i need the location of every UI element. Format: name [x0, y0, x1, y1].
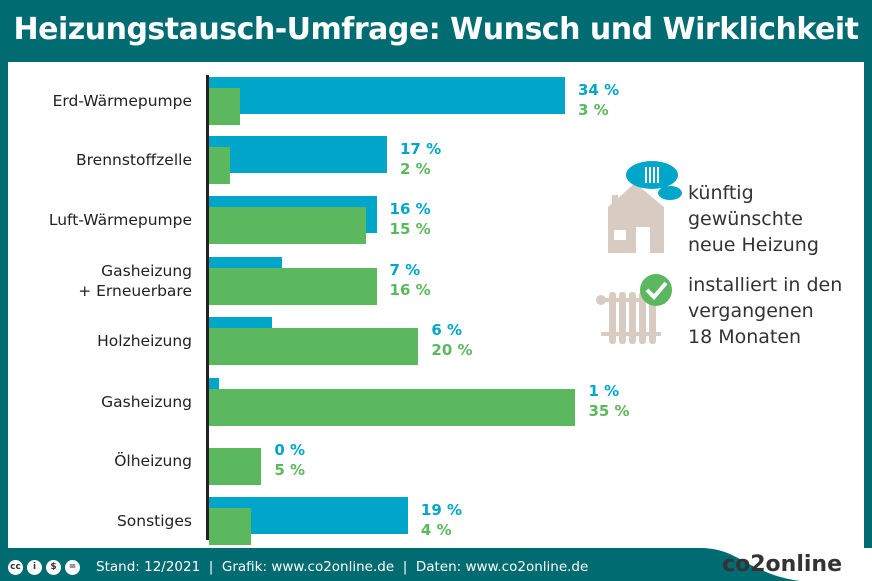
value-label-wish: 1 % [588, 382, 620, 400]
bar-wish [209, 77, 565, 114]
radiator-check-icon [596, 274, 672, 344]
category-label: Ölheizung [114, 452, 192, 470]
co2online-logo: co2online [722, 552, 842, 577]
category-label: Holzheizung [97, 332, 192, 350]
value-label-wish: 7 % [389, 261, 421, 279]
category-label: Luft-Wärmepumpe [48, 211, 192, 229]
y-axis-line [206, 75, 209, 540]
value-label-installed: 15 % [389, 220, 431, 238]
chart-panel [8, 62, 864, 548]
bar-wish [209, 136, 387, 173]
bar-installed [209, 328, 419, 365]
category-label: Erd-Wärmepumpe [52, 92, 192, 110]
category-label: Gasheizung [101, 393, 192, 411]
bar-installed [209, 88, 241, 125]
legend-label-installed: installiert in den vergangenen 18 Monate… [688, 274, 843, 348]
chart-title: Heizungstausch-Umfrage: Wunsch und Wirkl… [13, 12, 859, 47]
value-label-wish: 6 % [431, 321, 463, 339]
bar-installed [209, 448, 262, 485]
category-label: Gasheizung + Erneuerbare [78, 262, 192, 300]
footer-text: Stand: 12/2021 | Grafik: www.co2online.d… [96, 559, 589, 575]
value-label-installed: 20 % [431, 341, 473, 359]
house-cloud-radiator-icon [608, 161, 682, 253]
bar-installed [209, 508, 251, 545]
cc-icon: cc [8, 560, 23, 575]
nd-icon: = [65, 560, 80, 575]
category-label: Brennstoffzelle [76, 151, 192, 169]
value-label-wish: 0 % [274, 441, 306, 459]
value-label-installed: 4 % [420, 521, 452, 539]
value-label-wish: 16 % [389, 200, 431, 218]
bar-installed [209, 389, 576, 426]
bar-installed [209, 268, 377, 305]
bar-installed [209, 207, 367, 244]
by-icon: i [27, 560, 42, 575]
value-label-installed: 5 % [274, 461, 306, 479]
legend-label-wish: künftig gewünschte neue Heizung [688, 182, 819, 256]
nc-icon: $ [46, 560, 61, 575]
value-label-wish: 19 % [420, 501, 463, 519]
value-label-wish: 17 % [399, 140, 442, 158]
value-label-installed: 3 % [577, 101, 609, 119]
value-label-installed: 2 % [399, 160, 431, 178]
value-label-wish: 34 % [577, 81, 620, 99]
footer-bar [0, 548, 872, 581]
category-label: Sonstiges [116, 512, 192, 530]
value-label-installed: 16 % [389, 281, 431, 299]
bar-installed [209, 147, 230, 184]
value-label-installed: 35 % [588, 402, 630, 420]
